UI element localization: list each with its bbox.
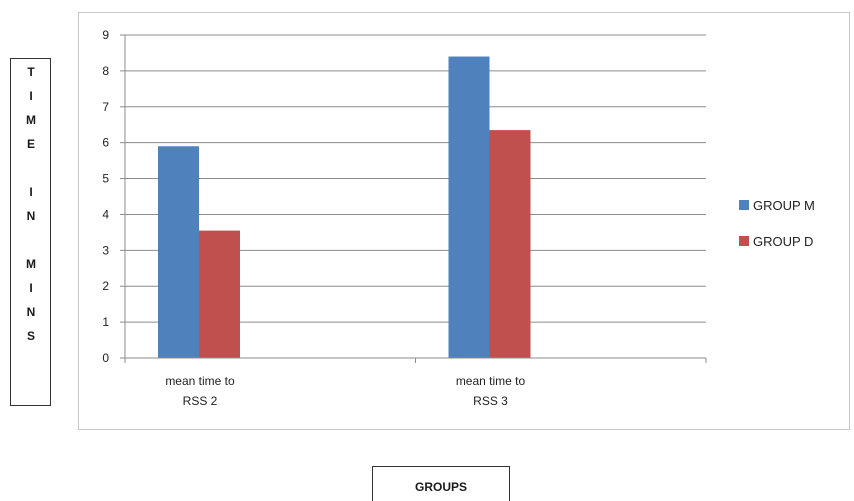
bar-group-m-2 xyxy=(448,56,490,359)
legend-label: GROUP D xyxy=(753,234,813,249)
y-axis-label-letter: E xyxy=(27,137,35,151)
bar-group-m-1 xyxy=(158,146,199,358)
y-axis-label-letter: T xyxy=(27,65,35,79)
x-category-label: mean time to RSS 2 xyxy=(165,374,235,408)
y-axis-label-letter: N xyxy=(27,305,36,319)
y-tick-label: 6 xyxy=(102,136,109,150)
y-axis-label-letter: M xyxy=(26,113,36,127)
y-tick-label: 2 xyxy=(102,279,109,293)
legend-swatch xyxy=(739,236,749,246)
y-axis-label-letter: I xyxy=(29,89,32,103)
y-tick-label: 4 xyxy=(102,207,109,221)
y-axis-label-letter: I xyxy=(29,281,32,295)
x-category-label: mean time to RSS 3 xyxy=(456,374,526,408)
legend-label: GROUP M xyxy=(753,198,815,213)
chart-area: 0 1 2 3 4 5 6 7 8 9 mean time to RSS 2 mean time to R… xyxy=(78,12,850,430)
y-tick-label: 5 xyxy=(102,172,109,186)
y-axis-label-letter: N xyxy=(27,209,36,223)
bar-group-d-2 xyxy=(489,130,531,358)
bar-group-d-1 xyxy=(199,230,240,358)
y-tick-label: 7 xyxy=(102,100,109,114)
y-tick-label: 9 xyxy=(102,28,109,42)
y-axis-label-letter: S xyxy=(27,329,35,343)
bar-chart: 0 1 2 3 4 5 6 7 8 9 mean time to RSS 2 mean time to R… xyxy=(102,28,815,408)
legend-swatch xyxy=(739,200,749,210)
y-axis-label-letter: I xyxy=(29,185,32,199)
y-tick-label: 0 xyxy=(102,351,109,365)
x-axis-label: GROUPS xyxy=(372,466,510,501)
y-axis-label-letter: M xyxy=(26,257,36,271)
y-tick-label: 3 xyxy=(102,243,109,257)
y-tick-label: 1 xyxy=(102,315,109,329)
y-tick-label: 8 xyxy=(102,64,109,78)
